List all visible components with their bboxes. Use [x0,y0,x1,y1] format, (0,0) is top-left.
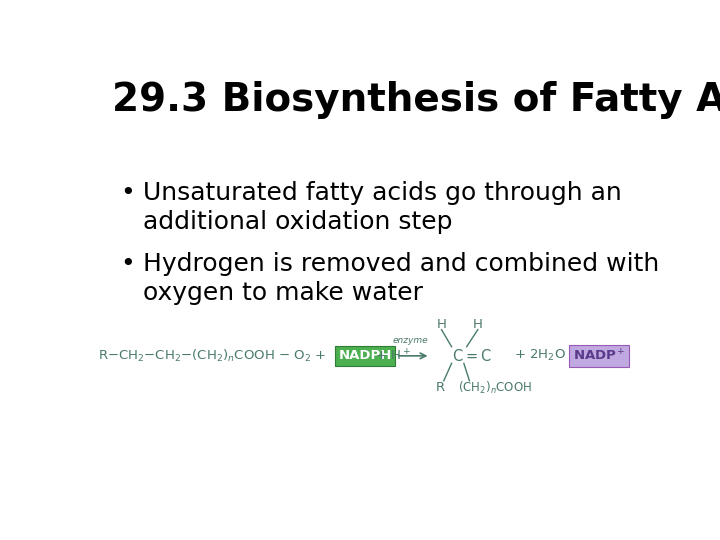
Text: oxygen to make water: oxygen to make water [143,281,423,305]
Text: H: H [436,318,446,331]
Text: $+$ H$^+$: $+$ H$^+$ [374,348,410,363]
Text: NADP$^+$: NADP$^+$ [572,348,626,363]
Text: NADPH: NADPH [338,349,392,362]
Text: 29.3 Biosynthesis of Fatty Acids: 29.3 Biosynthesis of Fatty Acids [112,82,720,119]
Text: H: H [473,318,482,331]
Text: additional oxidation step: additional oxidation step [143,210,452,234]
Text: R$-$CH$_2$$-$CH$_2$$-$(CH$_2$)$_n$COOH $-$ O$_2$ $+$: R$-$CH$_2$$-$CH$_2$$-$(CH$_2$)$_n$COOH $… [99,348,327,364]
Text: Unsaturated fatty acids go through an: Unsaturated fatty acids go through an [143,181,622,205]
Text: (CH$_2$)$_n$COOH: (CH$_2$)$_n$COOH [459,380,532,396]
Text: •: • [121,252,135,276]
Text: enzyme: enzyme [392,336,428,346]
Text: C$=$C: C$=$C [451,348,491,364]
Text: Hydrogen is removed and combined with: Hydrogen is removed and combined with [143,252,660,276]
Text: $+$ 2H$_2$O $+$: $+$ 2H$_2$O $+$ [514,348,580,363]
Text: •: • [121,181,135,205]
Text: R: R [436,381,445,394]
